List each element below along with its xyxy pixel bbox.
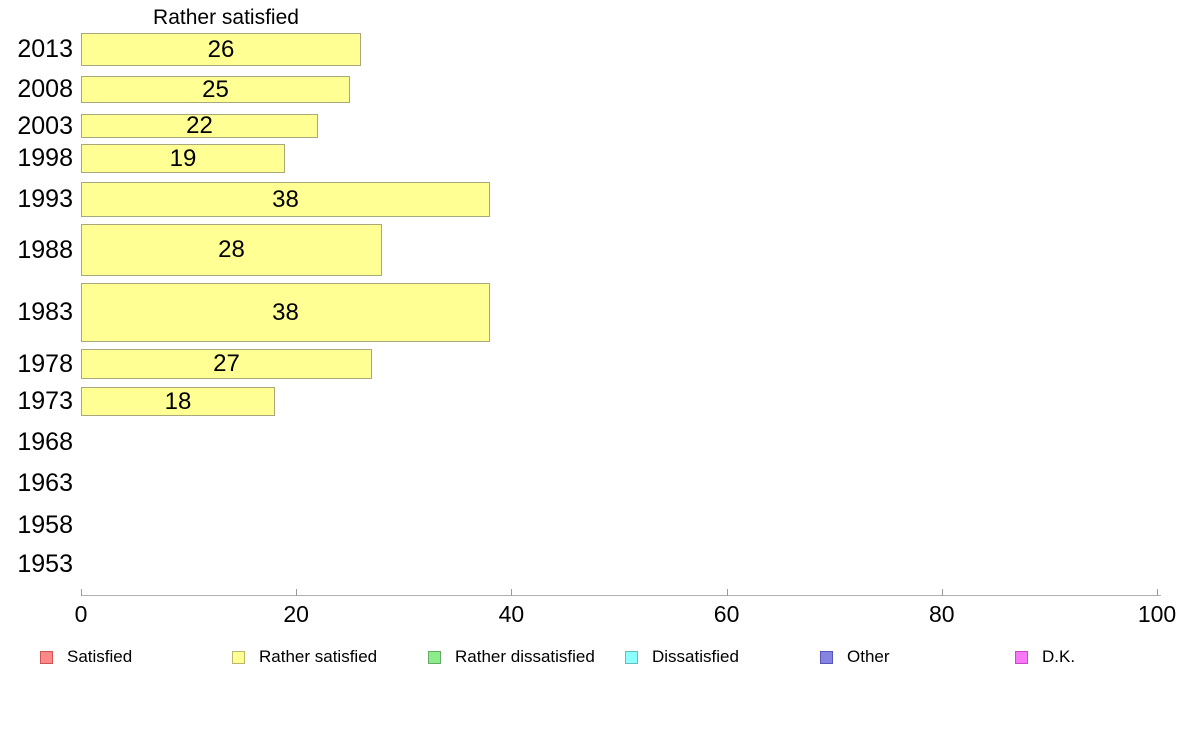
bar-value-label: 38 [272, 185, 299, 213]
legend-label: Rather satisfied [259, 647, 378, 666]
y-axis-label: 1968 [17, 427, 73, 456]
legend-label: D.K. [1042, 647, 1076, 666]
bar: 38 [81, 283, 490, 342]
y-axis-label: 2013 [17, 35, 73, 63]
bar-value-label: 27 [213, 350, 240, 377]
y-axis-label: 1953 [17, 549, 73, 578]
y-axis-label: 1958 [17, 510, 73, 539]
bar-value-label: 38 [272, 298, 299, 326]
bar-value-label: 22 [186, 112, 213, 139]
bar: 38 [81, 182, 490, 217]
legend-swatch [232, 650, 245, 664]
x-axis-tick-label: 60 [713, 601, 740, 627]
x-axis-tick [1157, 589, 1158, 596]
bar-value-label: 28 [218, 236, 245, 263]
bar-value-label: 18 [164, 387, 192, 415]
legend-label: Rather dissatisfied [455, 647, 595, 666]
x-axis-tick [511, 589, 513, 596]
bar: 26 [81, 33, 361, 66]
bar: 28 [81, 224, 382, 276]
x-axis-tick-label: 20 [283, 601, 309, 627]
y-axis-label: 1993 [17, 185, 73, 213]
bar: 27 [81, 349, 372, 379]
legend-swatch [1015, 650, 1028, 664]
y-axis-label: 1963 [17, 468, 73, 497]
x-axis-tick-label: 80 [929, 601, 955, 627]
legend-swatch [428, 650, 441, 664]
legend-item-dissatisfied: Dissatisfied [625, 647, 739, 666]
x-axis-tick-label: 100 [1137, 601, 1177, 627]
legend-swatch [625, 650, 638, 664]
legend-item-rather-dissatisfied: Rather dissatisfied [428, 647, 595, 666]
legend-item-satisfied: Satisfied [40, 647, 133, 666]
bar-value-label: 25 [202, 75, 229, 103]
legend-label: Dissatisfied [652, 647, 739, 666]
x-axis-tick [81, 589, 82, 596]
legend-item-other: Other [820, 647, 890, 666]
bar: 18 [81, 387, 275, 416]
chart-title: Rather satisfied [153, 6, 299, 29]
legend-label: Other [847, 647, 890, 666]
bar: 19 [81, 144, 285, 173]
x-axis-tick [726, 589, 728, 596]
y-axis-label: 2003 [17, 111, 73, 140]
bar: 25 [81, 76, 350, 103]
legend-swatch [820, 650, 833, 664]
x-axis-line [81, 595, 1161, 596]
legend-item-d-k: D.K. [1015, 647, 1076, 666]
x-axis-tick-label: 40 [498, 601, 525, 627]
bar-value-label: 19 [169, 144, 197, 172]
legend-label: Satisfied [67, 647, 133, 666]
x-axis-tick-label: 0 [74, 601, 88, 627]
y-axis-label: 1973 [17, 387, 73, 415]
y-axis-label: 1978 [17, 349, 73, 378]
bar-value-label: 26 [207, 35, 235, 63]
x-axis-tick [296, 589, 298, 596]
legend-item-rather-satisfied: Rather satisfied [232, 647, 378, 666]
bar: 22 [81, 112, 318, 139]
x-axis-tick [941, 589, 943, 596]
legend-swatch [40, 650, 53, 664]
y-axis-label: 2008 [17, 75, 73, 103]
y-axis-label: 1998 [17, 144, 73, 172]
y-axis-label: 1988 [17, 235, 73, 264]
y-axis-label: 1983 [17, 298, 73, 326]
